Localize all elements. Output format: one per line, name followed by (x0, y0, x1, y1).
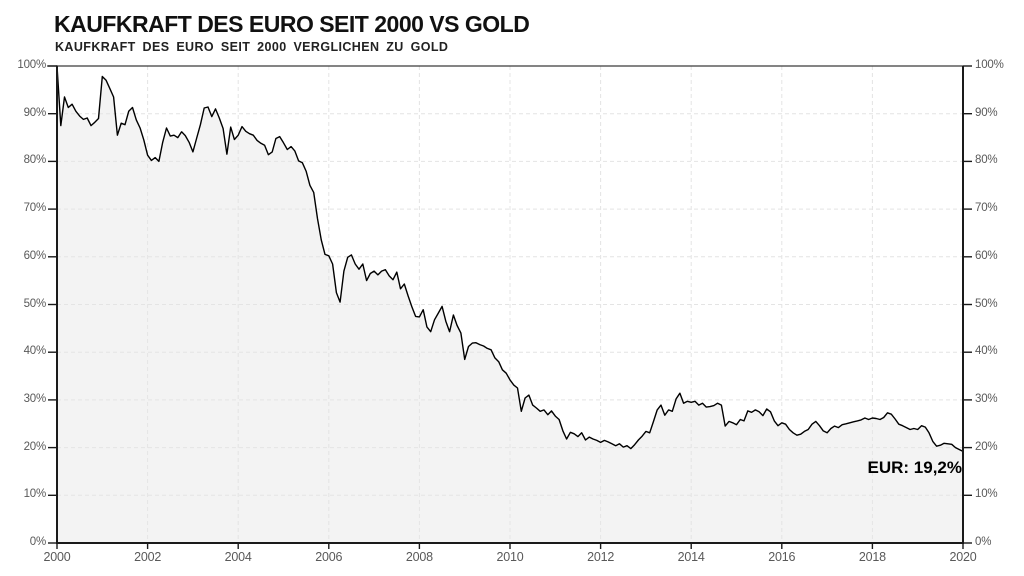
y-axis-label-left: 10% (23, 488, 47, 501)
y-axis-label-right: 80% (975, 154, 998, 167)
y-axis-label-right: 30% (975, 392, 998, 405)
y-axis-label-left: 0% (29, 536, 46, 548)
x-axis-label: 2006 (315, 550, 343, 564)
y-axis-label-right: 70% (975, 202, 998, 215)
y-axis-label-right: 90% (975, 106, 998, 119)
y-axis-label-right: 20% (975, 440, 998, 453)
series-line (56, 65, 964, 453)
y-axis-label-left: 50% (23, 297, 47, 310)
y-axis-label-left: 20% (23, 440, 47, 453)
y-axis-label-right: 60% (975, 249, 998, 262)
y-axis-label-right: 100% (975, 59, 1004, 71)
chart-subtitle: KAUFKRAFT DES EURO SEIT 2000 VERGLICHEN … (55, 40, 449, 54)
x-axis-label: 2002 (134, 550, 162, 564)
x-axis-label: 2004 (224, 550, 252, 564)
end-value-annotation: EUR: 19,2% (867, 458, 962, 477)
y-axis-label-right: 50% (975, 297, 998, 310)
y-axis-label-right: 10% (975, 488, 998, 501)
y-axis-label-left: 80% (23, 154, 47, 167)
x-axis-label: 2020 (949, 550, 977, 564)
y-axis-label-right: 0% (975, 536, 992, 548)
x-axis-label: 2014 (677, 550, 705, 564)
x-axis-label: 2008 (405, 550, 433, 564)
y-axis-label-right: 40% (975, 345, 998, 358)
x-axis-label: 2012 (587, 550, 615, 564)
y-axis-label-left: 100% (17, 59, 46, 71)
y-axis-label-left: 70% (23, 202, 47, 215)
y-axis-label-left: 60% (23, 249, 47, 262)
series-area-fill (57, 66, 963, 543)
x-axis-label: 2000 (43, 550, 71, 564)
y-axis-label-left: 40% (23, 345, 47, 358)
x-axis-label: 2016 (768, 550, 796, 564)
x-axis-label: 2010 (496, 550, 524, 564)
chart-title: KAUFKRAFT DES EURO SEIT 2000 VS GOLD (54, 11, 530, 37)
y-axis-label-left: 90% (23, 106, 47, 119)
x-axis-label: 2018 (858, 550, 886, 564)
y-axis-label-left: 30% (23, 392, 47, 405)
